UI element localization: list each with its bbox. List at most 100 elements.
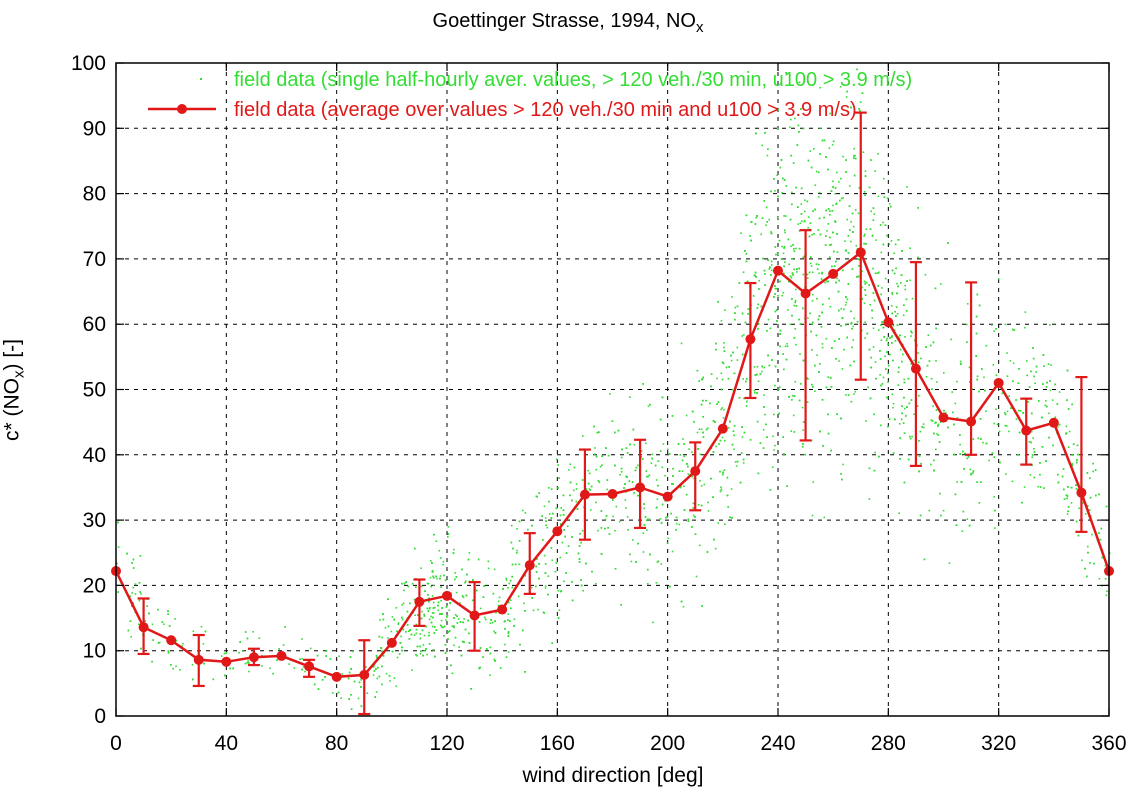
data-point — [552, 526, 563, 537]
scatter-point — [1012, 380, 1014, 382]
scatter-point — [759, 442, 762, 444]
scatter-point — [611, 420, 614, 422]
scatter-point — [821, 272, 823, 275]
scatter-point — [842, 463, 844, 466]
scatter-point — [810, 166, 813, 169]
scatter-point — [932, 420, 934, 422]
scatter-point — [869, 304, 871, 306]
scatter-point — [1049, 324, 1051, 326]
scatter-point — [420, 585, 423, 588]
scatter-point — [191, 663, 194, 666]
scatter-point — [624, 483, 626, 485]
scatter-point — [434, 626, 436, 628]
scatter-point — [1033, 448, 1035, 450]
scatter-point — [768, 268, 771, 270]
scatter-point — [880, 324, 882, 326]
scatter-point — [976, 481, 978, 483]
scatter-point — [993, 496, 996, 498]
scatter-point — [316, 654, 319, 657]
scatter-point — [783, 265, 785, 268]
scatter-point — [863, 302, 866, 305]
scatter-point — [802, 359, 805, 362]
scatter-point — [1077, 534, 1080, 537]
scatter-point — [484, 618, 487, 621]
scatter-point — [627, 529, 629, 531]
data-point — [717, 423, 728, 434]
scatter-point — [764, 273, 766, 275]
scatter-point — [555, 507, 558, 510]
scatter-point — [968, 366, 971, 369]
scatter-point — [632, 428, 635, 431]
scatter-point — [825, 235, 827, 237]
scatter-point — [856, 320, 859, 323]
scatter-point — [1017, 382, 1020, 384]
scatter-point — [791, 191, 793, 194]
scatter-point — [700, 504, 703, 507]
scatter-point — [891, 393, 894, 396]
scatter-point — [898, 512, 900, 515]
scatter-point — [407, 585, 410, 588]
scatter-point — [401, 618, 404, 621]
scatter-point — [731, 296, 733, 298]
scatter-point — [791, 203, 793, 206]
scatter-point — [605, 515, 608, 517]
scatter-point — [811, 271, 814, 274]
scatter-point — [750, 239, 752, 242]
scatter-point — [439, 577, 441, 580]
scatter-point — [934, 287, 937, 290]
scatter-point — [641, 458, 644, 460]
scatter-point — [813, 233, 815, 235]
scatter-point — [705, 399, 707, 402]
y-tick-label: 70 — [83, 248, 106, 271]
scatter-point — [1067, 510, 1069, 513]
scatter-point — [1089, 477, 1091, 479]
scatter-point — [825, 386, 828, 389]
scatter-point — [1033, 375, 1035, 378]
scatter-point — [874, 451, 876, 454]
scatter-point — [864, 289, 866, 291]
scatter-point — [448, 630, 451, 632]
scatter-point — [364, 666, 367, 668]
scatter-point — [853, 155, 855, 157]
y-tick-label: 20 — [83, 574, 106, 597]
scatter-point — [830, 449, 832, 452]
scatter-point — [789, 323, 792, 326]
scatter-point — [757, 472, 760, 475]
scatter-point — [419, 652, 422, 655]
scatter-point — [1035, 365, 1038, 368]
scatter-point — [399, 642, 402, 644]
scatter-point — [579, 533, 581, 535]
scatter-point — [544, 563, 547, 565]
scatter-point — [380, 647, 382, 649]
scatter-point — [656, 506, 658, 509]
scatter-point — [542, 611, 545, 614]
scatter-point — [779, 386, 781, 388]
scatter-point — [492, 592, 495, 595]
scatter-point — [535, 571, 538, 573]
scatter-point — [1071, 454, 1074, 456]
scatter-point — [401, 616, 403, 619]
scatter-point — [873, 469, 876, 472]
scatter-point — [836, 413, 838, 415]
scatter-point — [655, 582, 658, 584]
scatter-point — [833, 265, 836, 267]
scatter-point — [395, 685, 398, 688]
scatter-point — [649, 553, 651, 556]
scatter-point — [781, 245, 783, 248]
scatter-point — [953, 423, 955, 426]
scatter-point — [871, 317, 874, 319]
scatter-point — [1031, 454, 1034, 456]
scatter-point — [824, 281, 826, 284]
scatter-point — [760, 305, 763, 308]
scatter-point — [909, 437, 912, 440]
scatter-point — [901, 405, 903, 407]
scatter-point — [841, 478, 843, 481]
scatter-point — [679, 486, 682, 489]
scatter-point — [642, 551, 645, 553]
scatter-point — [548, 500, 550, 503]
scatter-point — [416, 645, 419, 648]
scatter-point — [943, 409, 945, 412]
scatter-point — [741, 335, 743, 337]
scatter-point — [821, 311, 823, 314]
scatter-point — [768, 218, 770, 221]
